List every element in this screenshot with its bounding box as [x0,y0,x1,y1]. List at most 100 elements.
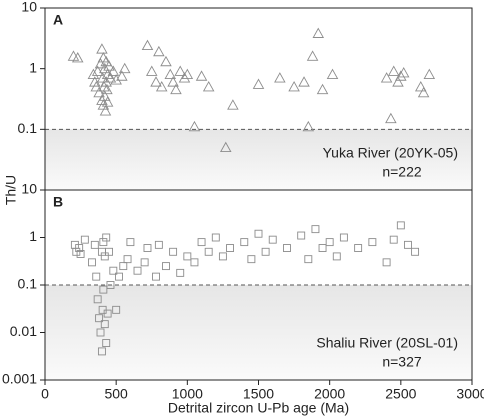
square-point [283,244,291,252]
square-point [93,295,102,304]
triangle-point [181,68,194,79]
square-point [368,238,377,247]
square-point [100,252,109,261]
square-point [197,238,206,247]
square-point [247,255,256,264]
square-point [143,244,152,252]
triangle-point [99,62,111,74]
y-tick-label: 1 [29,59,37,75]
triangle-point [141,39,154,51]
square-point [169,247,178,256]
triangle-point [170,83,182,95]
x-axis-label: Detrital zircon U-Pb age (Ma) [168,400,349,416]
square-point [95,314,104,323]
square-point [103,309,112,318]
square-point [90,240,99,249]
x-tick-label: 0 [41,386,49,402]
triangle-point [91,65,104,76]
square-point [126,238,135,247]
square-point [112,305,121,314]
shaded-region [45,129,472,190]
triangle-point [306,50,319,61]
triangle-point [392,76,404,87]
triangle-point [219,141,232,153]
triangle-point [116,70,128,81]
x-tick-label: 500 [104,386,128,402]
square-point [88,258,96,267]
triangle-point [118,62,131,74]
square-point [389,235,398,244]
square-point [183,252,192,261]
triangle-point [101,96,114,107]
triangle-point [397,67,410,78]
triangle-point [414,81,427,92]
x-tick-label: 1500 [243,386,274,402]
triangle-point [87,68,100,79]
square-point [123,255,132,264]
square-point [102,339,111,347]
square-point [75,244,84,252]
square-point [92,272,101,281]
triangle-point [103,60,115,71]
triangle-point [423,68,436,79]
square-point [176,268,185,277]
triangle-point [298,76,310,87]
square-point [304,255,313,264]
square-point [102,233,111,242]
square-point [96,328,105,337]
triangle-point [395,70,407,81]
triangle-point [99,90,111,101]
square-point [99,238,108,247]
triangle-point [288,81,300,92]
triangle-point [312,27,325,38]
square-point [382,258,391,267]
y-tick-label: 0.01 [10,323,37,339]
x-tick-label: 2500 [385,386,416,402]
square-point [97,347,106,356]
triangle-point [188,120,201,132]
triangle-point [195,70,208,81]
annotation: Shaliu River (20SL-01) [316,335,458,351]
square-point [404,240,412,249]
square-point [311,225,320,234]
x-tick-label: 2000 [314,386,345,402]
triangle-point [164,68,177,79]
square-point [99,285,108,294]
triangle-point [153,45,165,57]
triangle-point [160,55,172,67]
x-tick-label: 1000 [172,386,203,402]
triangle-point [155,81,168,92]
panel-label: B [53,194,63,210]
triangle-point [90,81,103,92]
y-axis-label: Th/U [3,175,19,205]
y-tick-label: 0.1 [18,276,38,292]
square-point [80,235,89,244]
y-tick-label: 0.1 [18,120,38,136]
triangle-point [67,50,80,61]
panel-label: A [53,12,63,28]
square-point [411,247,420,256]
shaded-region [45,285,472,380]
square-point [152,272,160,281]
square-point [211,233,220,242]
triangle-point [89,76,101,87]
square-point [204,247,213,256]
triangle-point [110,74,122,85]
triangle-point [326,68,339,79]
annotation: Yuka River (20YK-05) [323,145,458,161]
triangle-point [387,65,400,76]
square-point [261,247,270,256]
square-point [100,320,109,329]
square-point [190,258,199,267]
triangle-point [417,86,430,98]
square-point [140,258,149,267]
square-point [76,250,85,258]
square-point [109,266,118,275]
triangle-point [252,78,265,89]
y-tick-label: 0.001 [2,371,37,387]
triangle-point [101,83,113,95]
triangle-point [96,43,108,54]
triangle-point [96,72,109,83]
triangle-point [71,52,84,63]
